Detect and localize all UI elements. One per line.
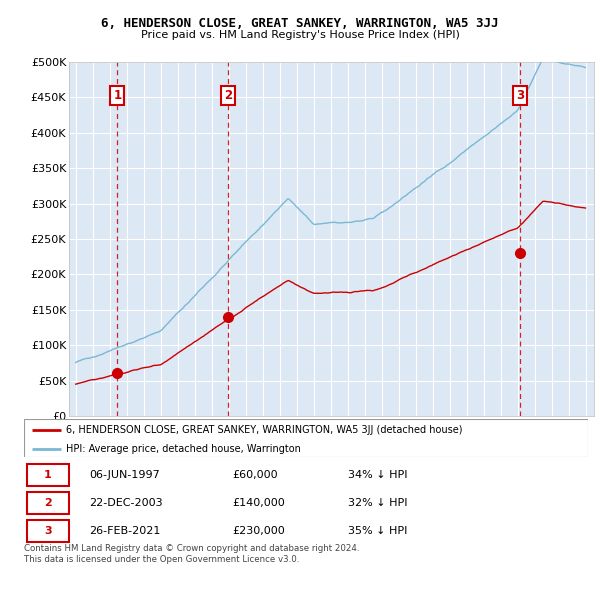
Text: £230,000: £230,000	[233, 526, 286, 536]
Bar	[27, 464, 69, 486]
Text: Contains HM Land Registry data © Crown copyright and database right 2024.: Contains HM Land Registry data © Crown c…	[24, 544, 359, 553]
Text: 22-DEC-2003: 22-DEC-2003	[89, 498, 163, 508]
Text: 06-JUN-1997: 06-JUN-1997	[89, 470, 160, 480]
Text: 3: 3	[44, 526, 52, 536]
Text: 6, HENDERSON CLOSE, GREAT SANKEY, WARRINGTON, WA5 3JJ: 6, HENDERSON CLOSE, GREAT SANKEY, WARRIN…	[101, 17, 499, 30]
Text: 34% ↓ HPI: 34% ↓ HPI	[348, 470, 408, 480]
Text: 6, HENDERSON CLOSE, GREAT SANKEY, WARRINGTON, WA5 3JJ (detached house): 6, HENDERSON CLOSE, GREAT SANKEY, WARRIN…	[66, 425, 463, 435]
Text: 35% ↓ HPI: 35% ↓ HPI	[348, 526, 407, 536]
Text: This data is licensed under the Open Government Licence v3.0.: This data is licensed under the Open Gov…	[24, 555, 299, 563]
Text: 1: 1	[44, 470, 52, 480]
Text: 2: 2	[224, 89, 232, 102]
Bar	[27, 492, 69, 514]
Text: HPI: Average price, detached house, Warrington: HPI: Average price, detached house, Warr…	[66, 444, 301, 454]
Text: Price paid vs. HM Land Registry's House Price Index (HPI): Price paid vs. HM Land Registry's House …	[140, 30, 460, 40]
Text: 26-FEB-2021: 26-FEB-2021	[89, 526, 160, 536]
Text: 3: 3	[516, 89, 524, 102]
Text: £140,000: £140,000	[233, 498, 286, 508]
Text: £60,000: £60,000	[233, 470, 278, 480]
Text: 32% ↓ HPI: 32% ↓ HPI	[348, 498, 408, 508]
Text: 2: 2	[44, 498, 52, 508]
Text: 1: 1	[113, 89, 121, 102]
Bar	[27, 520, 69, 542]
